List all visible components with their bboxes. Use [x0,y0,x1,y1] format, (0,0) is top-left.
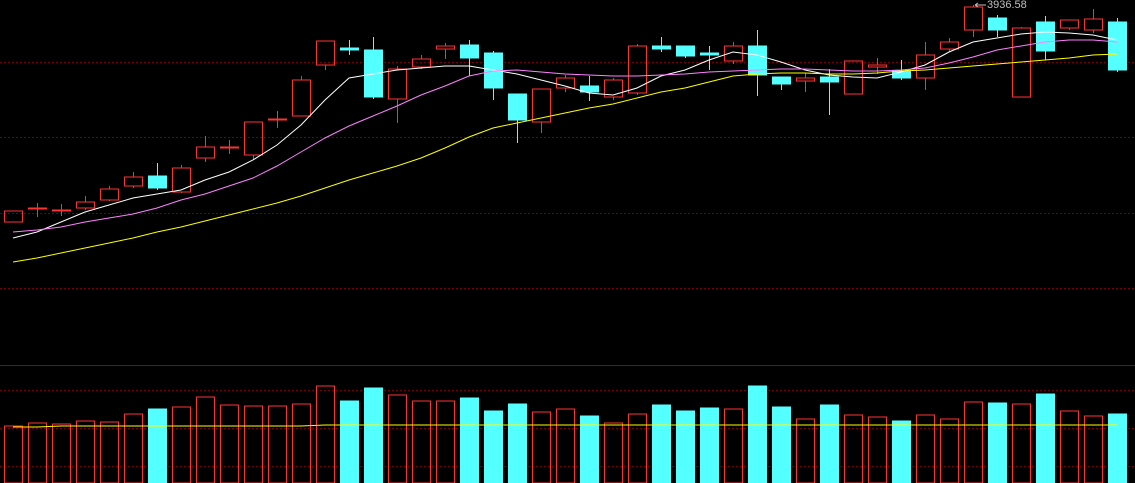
candle-body [700,52,719,56]
volume-bar [76,420,95,483]
volume-bar [1084,415,1103,483]
volume-bar [508,403,527,483]
candle-body [652,45,671,50]
candle-body [580,85,599,93]
volume-bar [1036,393,1055,483]
volume-bar [196,396,215,483]
volume-bar [628,413,647,483]
volume-bar [724,408,743,483]
volume-bar [532,411,551,483]
volume-bar [124,413,143,483]
candle-body [4,210,23,223]
candle-body [772,76,791,85]
candle-body [676,45,695,57]
candle-body [148,175,167,189]
candle-body [220,146,239,149]
volume-bar [676,410,695,483]
candle-body [244,121,263,156]
volume-bar [460,397,479,483]
candle-body [868,64,887,68]
volume-bar [796,418,815,483]
volume-bar [1012,403,1031,483]
volume-bar [1108,413,1127,483]
candle-body [820,76,839,83]
volume-bar [412,400,431,483]
volume-bar [268,405,287,483]
candle-body [604,79,623,98]
candle-body [1108,21,1127,71]
volume-bar [244,405,263,483]
max-price-label: 3936.58 [987,0,1027,11]
volume-bar [556,408,575,483]
candle-body [172,167,191,193]
volume-bar [220,404,239,483]
volume-bar [316,385,335,483]
candle-body [508,93,527,121]
candle-body [964,6,983,31]
volume-bar [100,421,119,483]
volume-bar [148,408,167,483]
candle-body [292,79,311,117]
line [12,53,1118,263]
volume-bar [604,422,623,483]
candle-body [388,68,407,100]
volume-bar [172,406,191,483]
volume-bar [820,404,839,483]
line [12,31,1118,239]
volume-bar [940,418,959,483]
volume-bar [652,404,671,483]
volume-bar [868,416,887,483]
volume-bar [892,420,911,483]
candle-body [748,45,767,76]
volume-bar [1060,410,1079,483]
candle-body [628,45,647,94]
candle-body [988,17,1007,31]
volume-bar [364,387,383,483]
candle-body [196,146,215,159]
candle-body [460,44,479,59]
volume-bar [988,402,1007,483]
candle-body [940,41,959,50]
candle-body [52,209,71,212]
annotation-arrow [974,2,986,8]
volume-bar [340,400,359,483]
volume-bar [436,400,455,483]
candle-body [1036,21,1055,52]
volume-bar [748,385,767,483]
volume-bar [4,425,23,483]
volume-bar [700,407,719,483]
candle-body [28,207,47,210]
candle-body [1084,18,1103,31]
candle-body [796,77,815,82]
volume-bar [52,423,71,483]
volume-bar [916,414,935,483]
volume-bar [772,406,791,483]
line [13,424,1117,428]
volume-bar [484,410,503,483]
volume-bar [28,422,47,483]
candle-body [76,201,95,209]
candle-body [436,45,455,50]
candle-body [268,118,287,121]
candle-body [532,88,551,123]
candle-body [1060,19,1079,29]
candle-body [100,188,119,201]
candle-body [412,58,431,68]
candle-body [316,40,335,66]
volume-bar [388,394,407,483]
candle-body [556,77,575,89]
volume-bar [580,415,599,483]
candle-body [340,47,359,51]
line [12,39,1118,233]
volume-bar [844,414,863,483]
volume-bar [964,401,983,483]
candle-body [124,176,143,187]
volume-bar [292,403,311,483]
